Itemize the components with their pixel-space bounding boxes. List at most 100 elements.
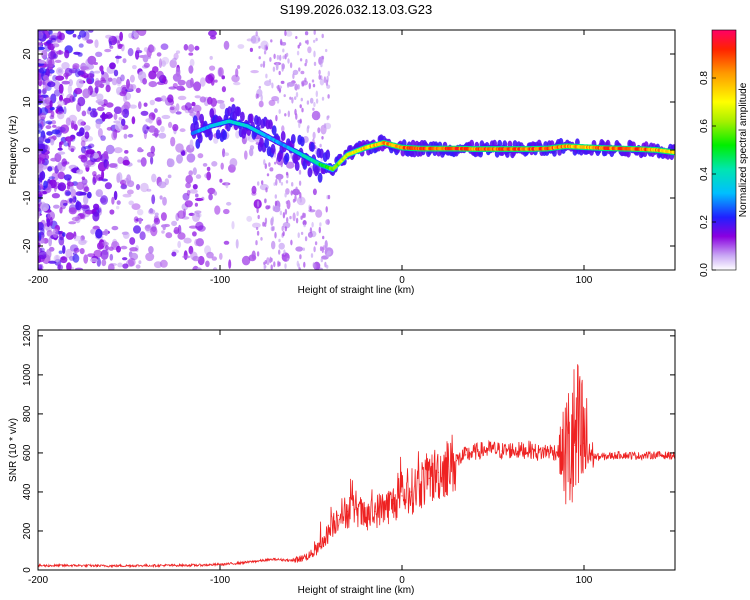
noise-blob bbox=[195, 174, 202, 179]
noise-point bbox=[321, 246, 324, 254]
noise-blob bbox=[161, 56, 170, 65]
noise-blob bbox=[43, 180, 48, 189]
noise-blob bbox=[90, 110, 98, 118]
noise-blob bbox=[172, 124, 179, 132]
noise-blob bbox=[79, 127, 85, 136]
colorbar-frame bbox=[711, 29, 737, 271]
noise-point bbox=[304, 236, 308, 242]
noise-blob bbox=[251, 191, 257, 196]
noise-point bbox=[295, 36, 298, 39]
noise-blob bbox=[75, 201, 82, 211]
noise-blob bbox=[63, 72, 70, 78]
noise-blob bbox=[63, 202, 68, 206]
noise-blob bbox=[57, 147, 63, 151]
noise-blob bbox=[145, 225, 151, 229]
noise-blob bbox=[273, 205, 281, 213]
noise-blob bbox=[72, 254, 80, 263]
spectrogram-heatmap bbox=[38, 30, 675, 270]
ridge-halo bbox=[240, 111, 245, 122]
noise-blob bbox=[74, 267, 83, 270]
noise-point bbox=[326, 264, 329, 269]
spectrogram-y-ticks: 20 10 0 -10 -20 bbox=[22, 48, 675, 253]
noise-blob bbox=[202, 163, 208, 167]
noise-blob bbox=[56, 67, 64, 76]
noise-point bbox=[300, 97, 303, 102]
noise-point bbox=[315, 90, 318, 98]
noise-blob bbox=[113, 190, 118, 201]
noise-blob bbox=[148, 112, 156, 121]
noise-blob bbox=[79, 191, 87, 196]
noise-blob bbox=[225, 181, 229, 189]
noise-blob bbox=[38, 42, 44, 46]
noise-point bbox=[266, 173, 270, 177]
noise-blob bbox=[45, 120, 53, 125]
noise-blob bbox=[44, 138, 51, 144]
noise-blob bbox=[108, 40, 112, 47]
noise-point bbox=[304, 77, 307, 83]
noise-point bbox=[280, 160, 283, 168]
noise-blob bbox=[43, 75, 49, 81]
noise-blob bbox=[207, 96, 213, 105]
noise-blob bbox=[107, 77, 113, 82]
noise-blob bbox=[179, 128, 186, 133]
noise-blob bbox=[38, 163, 42, 174]
noise-blob bbox=[281, 125, 285, 133]
noise-blob bbox=[77, 96, 86, 107]
noise-blob bbox=[122, 58, 127, 64]
snr-data-point bbox=[346, 510, 348, 513]
noise-blob bbox=[80, 239, 88, 244]
noise-blob bbox=[219, 178, 223, 183]
noise-point bbox=[303, 212, 306, 219]
noise-blob bbox=[97, 242, 104, 250]
noise-blob bbox=[251, 250, 256, 260]
noise-blob bbox=[188, 170, 193, 177]
ridge-halo bbox=[270, 143, 276, 154]
noise-point bbox=[299, 192, 302, 199]
noise-point bbox=[299, 58, 303, 62]
spectrogram-x-ticks: -200 -100 0 100 bbox=[28, 30, 593, 286]
noise-blob bbox=[237, 65, 241, 69]
noise-blob bbox=[46, 218, 51, 228]
noise-blob bbox=[38, 143, 46, 152]
noise-point bbox=[310, 253, 314, 258]
noise-blob bbox=[132, 65, 137, 70]
noise-point bbox=[258, 45, 261, 49]
y-tick-label: 10 bbox=[22, 96, 33, 108]
noise-point bbox=[285, 171, 289, 176]
noise-point bbox=[271, 82, 274, 89]
noise-blob bbox=[231, 221, 235, 230]
noise-point bbox=[278, 109, 281, 114]
noise-blob bbox=[149, 99, 155, 106]
noise-point bbox=[256, 251, 260, 257]
noise-blob bbox=[271, 240, 276, 250]
noise-blob bbox=[38, 137, 44, 141]
noise-blob bbox=[116, 205, 120, 210]
noise-point bbox=[320, 257, 323, 263]
noise-blob bbox=[38, 163, 44, 169]
noise-blob bbox=[87, 253, 95, 258]
y-tick-label: -10 bbox=[22, 190, 33, 205]
noise-blob bbox=[52, 228, 58, 238]
noise-blob bbox=[145, 118, 152, 123]
y-tick-label: 0 bbox=[22, 147, 33, 153]
noise-blob bbox=[312, 131, 316, 139]
noise-blob bbox=[138, 217, 143, 222]
noise-blob bbox=[97, 106, 105, 112]
noise-blob bbox=[57, 111, 65, 120]
noise-point bbox=[278, 261, 281, 267]
ridge-halo bbox=[222, 130, 228, 141]
noise-point bbox=[263, 159, 266, 166]
noise-blob bbox=[199, 96, 207, 103]
noise-point bbox=[273, 53, 276, 59]
noise-point bbox=[265, 187, 268, 193]
noise-point bbox=[315, 98, 319, 104]
noise-point bbox=[278, 70, 281, 76]
noise-point bbox=[294, 96, 297, 100]
noise-point bbox=[282, 231, 285, 237]
noise-blob bbox=[128, 32, 133, 39]
noise-blob bbox=[133, 225, 141, 234]
noise-point bbox=[285, 180, 289, 184]
noise-point bbox=[302, 247, 305, 251]
snr-data-point bbox=[392, 503, 394, 505]
snr-data-point bbox=[201, 564, 203, 566]
